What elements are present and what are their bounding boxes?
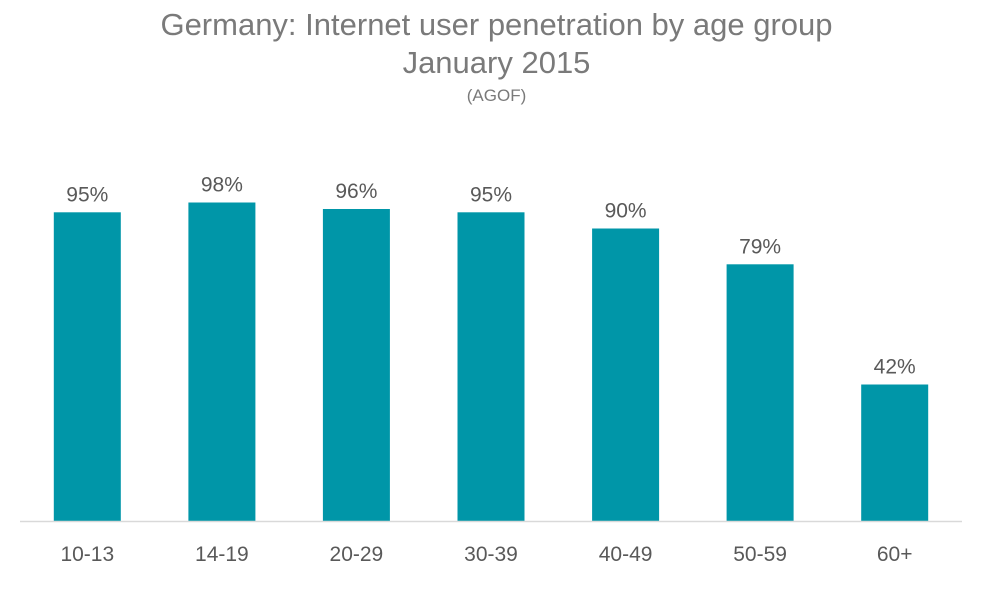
chart-subtitle: January 2015 <box>402 45 591 80</box>
x-tick-label: 60+ <box>877 543 913 566</box>
bar-value-label: 98% <box>201 174 243 197</box>
x-tick-label: 30-39 <box>464 543 518 566</box>
x-tick-label: 20-29 <box>330 543 384 566</box>
x-tick-label: 10-13 <box>60 543 114 566</box>
bar-50-59 <box>726 264 794 522</box>
bars-group <box>53 202 929 522</box>
tick-labels-group: 10-13 14-19 20-29 30-39 40-49 50-59 60+ <box>60 543 912 566</box>
bar-30-39 <box>457 212 525 522</box>
bar-10-13 <box>53 212 121 522</box>
bar-60+ <box>861 384 929 521</box>
x-tick-label: 14-19 <box>195 543 249 566</box>
value-labels-group: 95% 98% 96% 95% 90% 79% 42% <box>66 174 915 379</box>
chart-title: Germany: Internet user penetration by ag… <box>160 7 833 42</box>
bar-value-label: 95% <box>66 183 108 206</box>
bar-value-label: 42% <box>874 356 916 379</box>
bar-value-label: 96% <box>335 180 377 203</box>
bar-value-label: 90% <box>605 200 647 223</box>
bar-value-label: 79% <box>739 235 781 258</box>
bar-14-19 <box>188 202 256 521</box>
x-tick-label: 50-59 <box>733 543 787 566</box>
x-tick-label: 40-49 <box>599 543 653 566</box>
bar-value-label: 95% <box>470 183 512 206</box>
bar-20-29 <box>322 209 390 521</box>
bar-40-49 <box>592 228 660 521</box>
chart-source: (AGOF) <box>466 86 527 105</box>
